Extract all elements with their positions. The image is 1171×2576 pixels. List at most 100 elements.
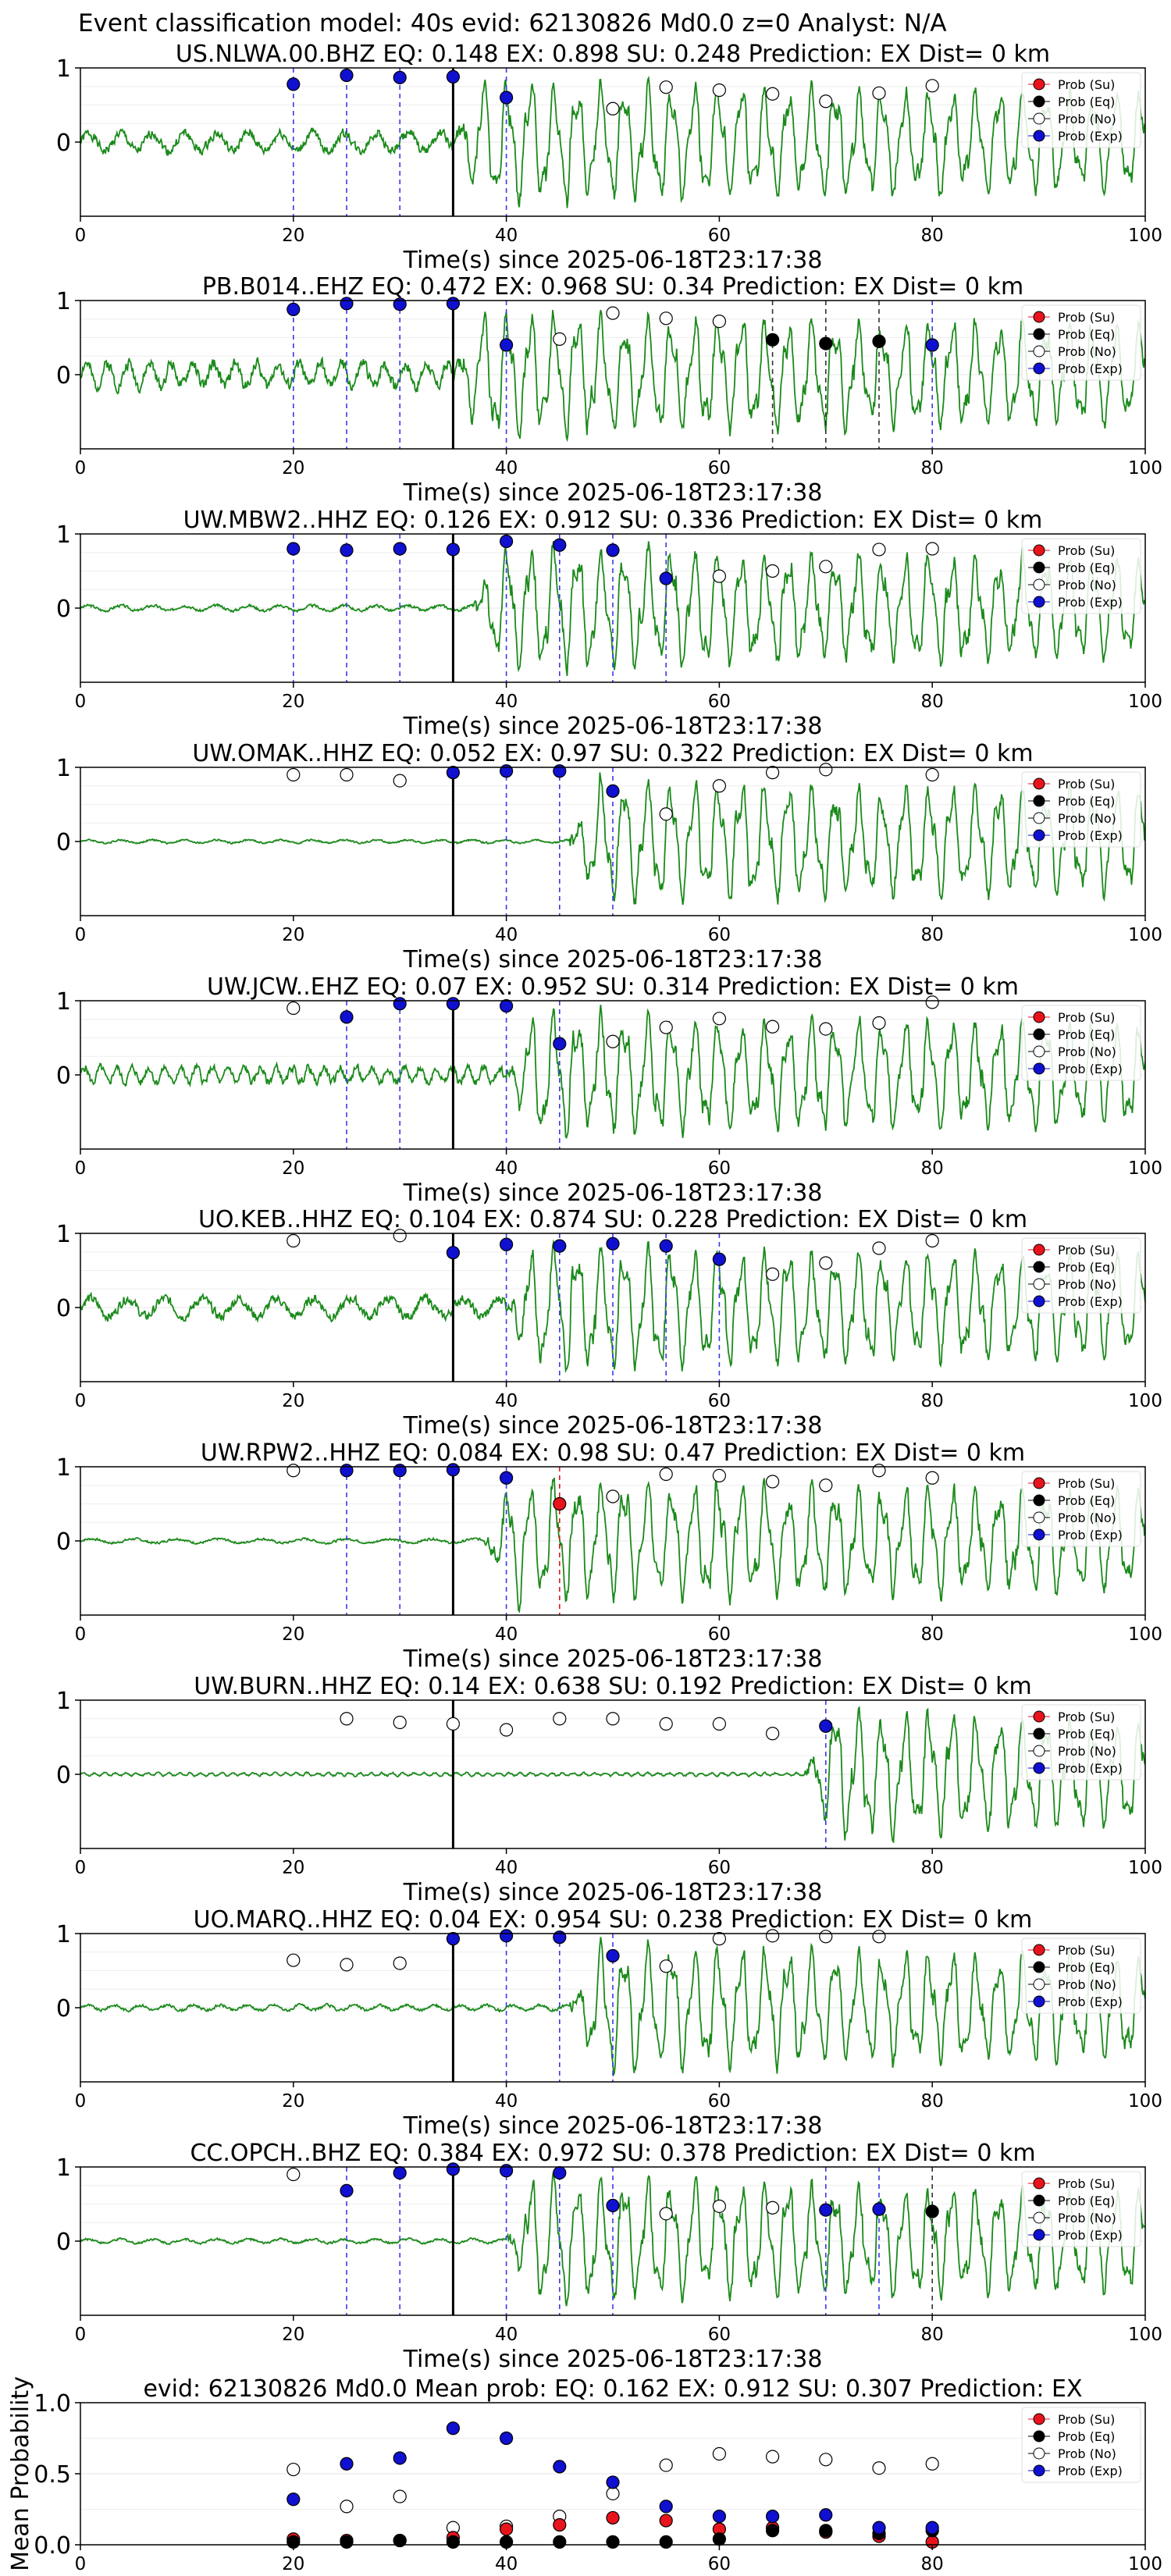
prob-no-point (659, 1959, 673, 1973)
prob-su-point (553, 2517, 567, 2532)
x-tick-label: 60 (708, 692, 731, 712)
panel-title: UW.JCW..EHZ EQ: 0.07 EX: 0.952 SU: 0.314… (207, 973, 1019, 1001)
x-axis-label: Time(s) since 2025-06-18T23:17:38 (403, 479, 823, 507)
legend-label: Prob (No) (1058, 2211, 1116, 2226)
prob-exp-point (553, 1930, 567, 1944)
prob-exp-point (606, 1236, 620, 1251)
x-tick-label: 100 (1128, 925, 1162, 945)
y-tick-label: 0 (56, 1762, 71, 1789)
x-tick-label: 20 (282, 226, 304, 246)
legend-marker (1033, 795, 1045, 807)
legend-marker (1033, 78, 1045, 91)
x-tick-label: 20 (282, 692, 304, 712)
panel-title: evid: 62130826 Md0.0 Mean prob: EQ: 0.16… (143, 2375, 1082, 2403)
prob-no-point (393, 1956, 407, 1970)
prob-no-point (606, 306, 620, 320)
prob-exp-point (606, 543, 620, 557)
y-tick-label: 1 (56, 1454, 71, 1482)
y-axis-label: Mean Probability (7, 2376, 34, 2571)
prob-no-point (287, 767, 301, 782)
prob-exp-point (446, 1932, 461, 1946)
prob-exp-point (340, 297, 354, 311)
legend-marker (1033, 2413, 1045, 2425)
x-axis-label: Time(s) since 2025-06-18T23:17:38 (403, 946, 823, 973)
legend-label: Prob (Su) (1058, 1710, 1115, 1724)
legend-label: Prob (No) (1058, 1744, 1116, 1759)
x-tick-label: 20 (282, 458, 304, 479)
prob-exp-point (499, 338, 514, 352)
prob-exp-point (393, 2166, 407, 2180)
legend-label: Prob (Exp) (1058, 2464, 1123, 2478)
station-panel: UW.MBW2..HHZ EQ: 0.126 EX: 0.912 SU: 0.3… (56, 507, 1162, 740)
prob-no-point (712, 1717, 727, 1731)
plot-area (80, 767, 1145, 916)
prob-exp-point (712, 2510, 727, 2524)
prob-no-point (872, 1464, 886, 1478)
x-tick-label: 100 (1128, 2325, 1162, 2345)
legend-label: Prob (Eq) (1058, 1260, 1115, 1275)
prob-eq-point (712, 2532, 727, 2546)
x-tick-label: 40 (495, 692, 518, 712)
prob-no-point (712, 315, 727, 329)
prob-exp-point (393, 70, 407, 84)
y-tick-label: 1 (56, 521, 71, 549)
prob-eq-point (340, 2535, 354, 2549)
x-tick-label: 100 (1128, 2554, 1162, 2574)
legend-label: Prob (Eq) (1058, 1727, 1115, 1742)
x-axis-label: Time(s) since 2025-06-18T23:17:38 (403, 1412, 823, 1439)
prob-no-point (765, 87, 780, 101)
prob-exp-point (553, 2166, 567, 2180)
legend-box (1021, 2407, 1141, 2483)
x-tick-label: 0 (75, 1158, 87, 1179)
x-tick-label: 80 (921, 2325, 944, 2345)
prob-exp-point (340, 1010, 354, 1024)
station-panel: UW.RPW2..HHZ EQ: 0.084 EX: 0.98 SU: 0.47… (56, 1439, 1162, 1673)
x-tick-label: 100 (1128, 1858, 1162, 1878)
prob-su-point (499, 2522, 514, 2536)
legend-label: Prob (Su) (1058, 310, 1115, 325)
plot-area (80, 534, 1145, 682)
figure-suptitle: Event classification model: 40s evid: 62… (78, 9, 947, 37)
station-panel: PB.B014..EHZ EQ: 0.472 EX: 0.968 SU: 0.3… (56, 273, 1162, 507)
prob-no-point (393, 2489, 407, 2503)
legend-label: Prob (Eq) (1058, 2194, 1115, 2208)
legend-label: Prob (Exp) (1058, 1294, 1123, 1309)
prob-no-point (765, 1929, 780, 1943)
prob-eq-point (446, 2535, 461, 2549)
x-tick-label: 80 (921, 1158, 944, 1179)
prob-exp-point (925, 338, 939, 352)
x-tick-label: 0 (75, 2091, 87, 2112)
station-panel: UW.JCW..EHZ EQ: 0.07 EX: 0.952 SU: 0.314… (56, 973, 1162, 1207)
prob-exp-point (393, 1464, 407, 1478)
station-panel: UO.MARQ..HHZ EQ: 0.04 EX: 0.954 SU: 0.23… (56, 1906, 1162, 2140)
prob-no-point (659, 807, 673, 821)
legend-label: Prob (Su) (1058, 1943, 1115, 1958)
panel-title: PB.B014..EHZ EQ: 0.472 EX: 0.968 SU: 0.3… (202, 273, 1023, 301)
legend-marker (1033, 1978, 1045, 1991)
legend-label: Prob (Eq) (1058, 2429, 1115, 2444)
prob-exp-point (446, 766, 461, 780)
prob-exp-point (872, 2202, 886, 2216)
prob-no-point (819, 94, 833, 109)
prob-no-point (712, 2446, 727, 2461)
prob-eq-point (765, 333, 780, 347)
y-tick-label: 0 (56, 596, 71, 623)
legend-marker (1033, 1477, 1045, 1489)
legend-box (1021, 1237, 1141, 1314)
prob-no-point (765, 1019, 780, 1034)
legend-label: Prob (Eq) (1058, 560, 1115, 575)
y-tick-label: 1 (56, 55, 71, 83)
x-tick-label: 60 (708, 1624, 731, 1645)
legend-marker (1033, 95, 1045, 108)
prob-no-point (872, 1016, 886, 1030)
prob-exp-point (606, 2198, 620, 2212)
prob-no-point (819, 1478, 833, 1493)
legend-label: Prob (Su) (1058, 77, 1115, 92)
prob-no-point (765, 564, 780, 578)
x-tick-label: 20 (282, 1158, 304, 1179)
prob-eq-point (872, 334, 886, 348)
prob-no-point (287, 1464, 301, 1478)
prob-exp-point (340, 543, 354, 557)
x-tick-label: 40 (495, 925, 518, 945)
